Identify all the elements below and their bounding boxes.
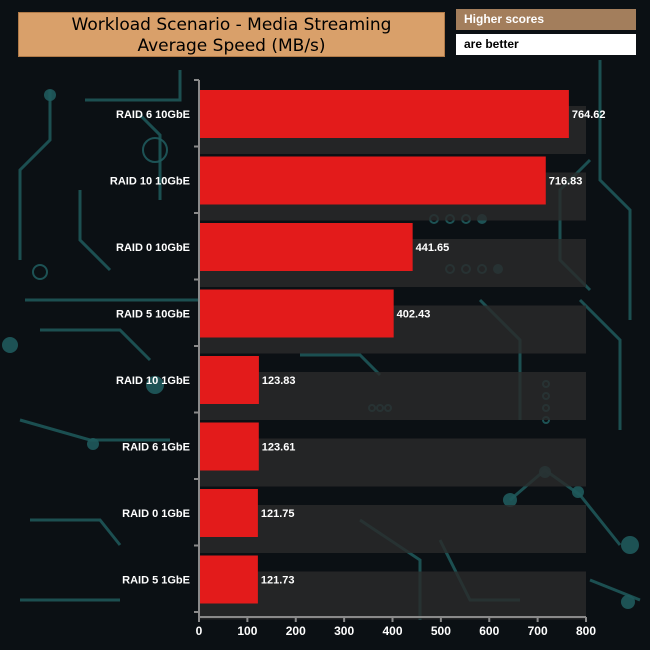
note-are-better: are better <box>456 34 636 55</box>
row-band <box>199 505 586 553</box>
x-tick-label: 600 <box>479 624 499 638</box>
value-label: 402.43 <box>397 309 431 321</box>
value-label: 123.61 <box>262 442 296 454</box>
category-label: RAID 5 10GbE <box>116 309 190 321</box>
value-label: 121.75 <box>261 508 295 520</box>
value-label: 716.83 <box>549 176 583 188</box>
row-band <box>199 438 586 487</box>
value-label: 441.65 <box>416 242 450 254</box>
value-label: 764.62 <box>572 109 606 121</box>
bar <box>199 489 258 537</box>
value-label: 123.83 <box>262 375 296 387</box>
chart-title-line1: Workload Scenario - Media Streaming <box>71 15 392 35</box>
row-band <box>199 571 586 620</box>
x-tick-label: 400 <box>382 624 402 638</box>
x-tick-label: 800 <box>576 624 596 638</box>
category-label: RAID 5 1GbE <box>122 575 190 587</box>
bar <box>199 356 259 404</box>
bar <box>199 223 413 271</box>
bar <box>199 555 258 604</box>
x-tick-label: 0 <box>196 624 203 638</box>
bar <box>199 422 259 471</box>
category-label: RAID 6 1GbE <box>122 442 190 454</box>
category-label: RAID 10 1GbE <box>116 375 190 387</box>
x-tick-label: 700 <box>528 624 548 638</box>
chart-title-line2: Average Speed (MB/s) <box>137 36 326 56</box>
category-label: RAID 6 10GbE <box>116 109 190 121</box>
note-higher-scores: Higher scores <box>456 9 636 30</box>
category-label: RAID 0 1GbE <box>122 508 190 520</box>
x-tick-label: 500 <box>431 624 451 638</box>
value-label: 121.73 <box>261 575 295 587</box>
bar <box>199 90 569 138</box>
category-label: RAID 10 10GbE <box>110 176 190 188</box>
chart-title-box: Workload Scenario - Media Streaming Aver… <box>18 12 445 57</box>
bar <box>199 156 546 205</box>
bar <box>199 289 394 338</box>
x-tick-label: 200 <box>286 624 306 638</box>
x-tick-label: 300 <box>334 624 354 638</box>
category-label: RAID 0 10GbE <box>116 242 190 254</box>
x-tick-label: 100 <box>237 624 257 638</box>
row-band <box>199 372 586 420</box>
